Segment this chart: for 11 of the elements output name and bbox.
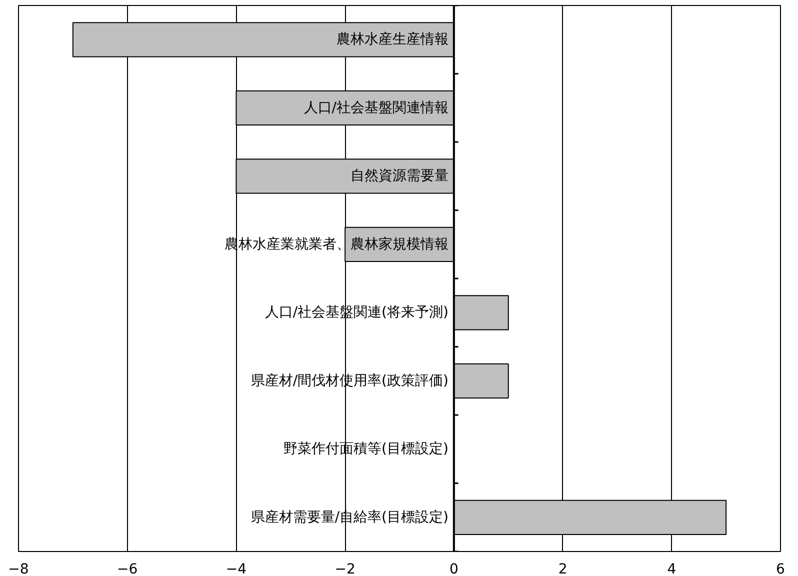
x-tick-label: 2 bbox=[558, 562, 568, 576]
x-tick-label: −6 bbox=[117, 562, 138, 576]
x-tick-label: −2 bbox=[334, 562, 356, 576]
x-tick-label: 4 bbox=[667, 562, 676, 576]
y-tick-label: 農林水産生産情報 bbox=[336, 32, 448, 48]
x-tick-label: −4 bbox=[226, 562, 247, 576]
y-tick-label: 人口/社会基盤関連情報 bbox=[304, 100, 448, 116]
x-tick-label: −8 bbox=[8, 562, 29, 576]
y-tick-label: 自然資源需要量 bbox=[350, 168, 448, 184]
x-tick-label: 0 bbox=[449, 562, 458, 576]
x-tick-label: 6 bbox=[776, 562, 786, 576]
